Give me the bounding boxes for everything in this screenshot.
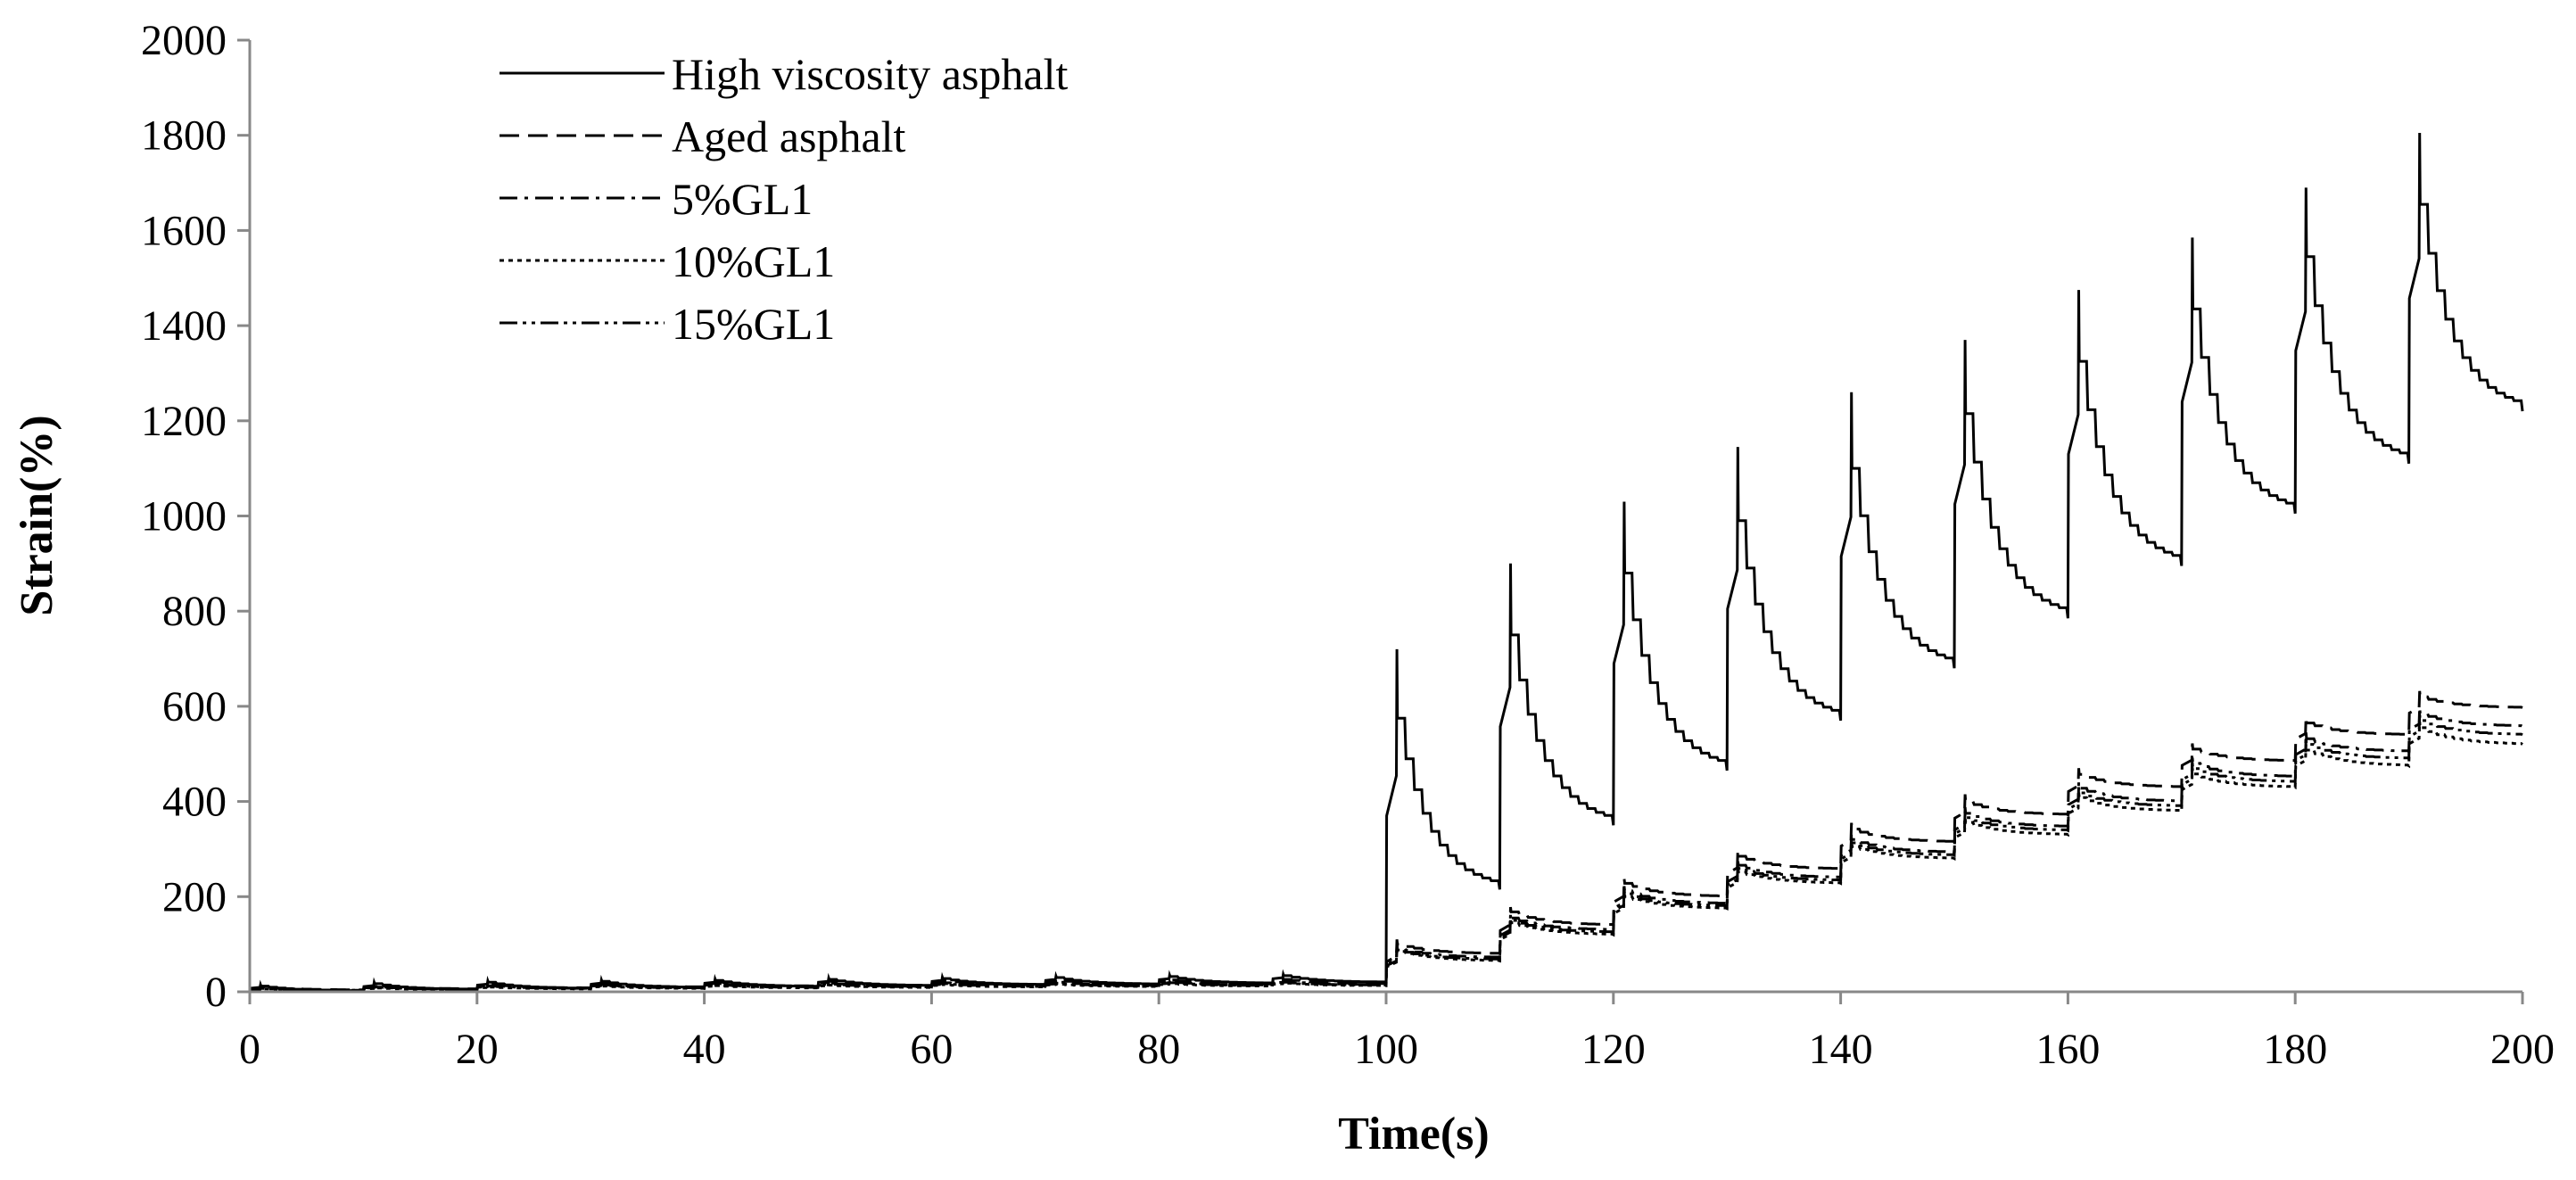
x-tick-label: 0 xyxy=(239,1026,260,1073)
legend-label: 5%GL1 xyxy=(672,174,813,224)
y-tick-label: 2000 xyxy=(141,17,227,64)
series-line-5 xyxy=(248,714,2523,993)
series-layer xyxy=(248,132,2524,993)
x-tick-label: 80 xyxy=(1137,1026,1180,1073)
ticks-layer: 0 20 40 60 80 100 120 140 160 180 2000200400600800… xyxy=(141,17,2555,1073)
x-axis-title: Time(s) xyxy=(1338,1109,1489,1159)
y-tick-label: 1000 xyxy=(141,493,227,540)
x-tick-label: 100 xyxy=(1354,1026,1418,1073)
y-axis-title: Strain(%) xyxy=(12,415,62,615)
series-line-2 xyxy=(248,690,2523,993)
x-tick-label: 120 xyxy=(1581,1026,1646,1073)
y-tick-label: 1800 xyxy=(141,112,227,160)
x-tick-label: 40 xyxy=(683,1026,726,1073)
y-tick-label: 200 xyxy=(162,873,227,920)
legend-label: High viscosity asphalt xyxy=(672,49,1069,99)
x-tick-label: 140 xyxy=(1809,1026,1873,1073)
legend-label: 15%GL1 xyxy=(672,299,835,349)
y-tick-label: 0 xyxy=(205,969,227,1016)
legend-label: Aged asphalt xyxy=(672,111,906,161)
y-tick-label: 600 xyxy=(162,683,227,730)
y-tick-label: 1600 xyxy=(141,207,227,254)
legend-label: 10%GL1 xyxy=(672,236,835,286)
x-tick-label: 160 xyxy=(2035,1026,2100,1073)
y-tick-label: 800 xyxy=(162,588,227,635)
y-tick-label: 400 xyxy=(162,779,227,826)
legend: High viscosity asphalt Aged asphalt 5%GL1 1… xyxy=(500,49,1069,349)
x-tick-label: 200 xyxy=(2490,1026,2555,1073)
y-tick-label: 1400 xyxy=(141,302,227,350)
y-tick-label: 1200 xyxy=(141,398,227,445)
x-tick-label: 60 xyxy=(910,1026,953,1073)
x-tick-label: 20 xyxy=(456,1026,499,1073)
x-tick-label: 180 xyxy=(2263,1026,2327,1073)
